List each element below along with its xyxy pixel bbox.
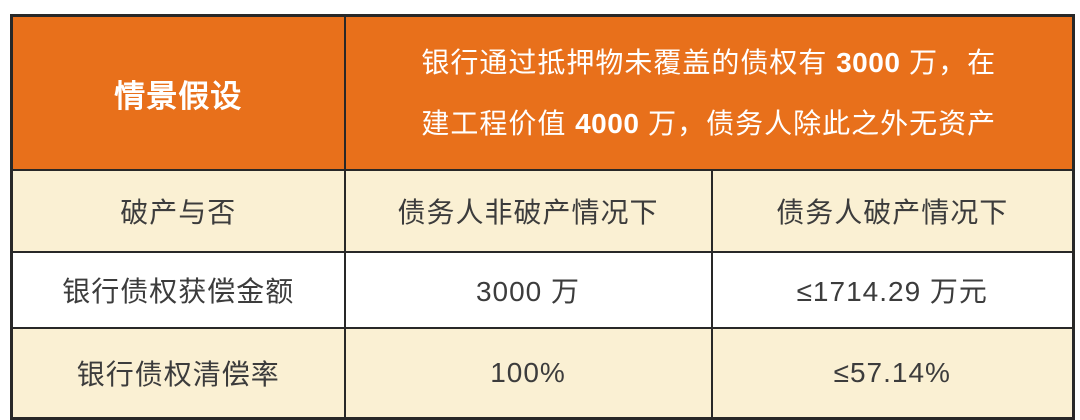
table-row-recovery-amount: 银行债权获偿金额 3000 万 ≤1714.29 万元 [10, 251, 1075, 329]
scenario-description-cell: 银行通过抵押物未覆盖的债权有 3000 万，在 建工程价值 4000 万，债务人… [343, 14, 1075, 171]
cell-non-bankrupt-case: 债务人非破产情况下 [343, 169, 713, 253]
table-row-repayment-rate: 银行债权清偿率 100% ≤57.14% [10, 327, 1075, 420]
scenario-table: 情景假设 银行通过抵押物未覆盖的债权有 3000 万，在 建工程价值 4000 … [10, 14, 1076, 420]
scenario-header-row: 情景假设 银行通过抵押物未覆盖的债权有 3000 万，在 建工程价值 4000 … [10, 14, 1075, 171]
table-row-bankruptcy-or-not: 破产与否 债务人非破产情况下 债务人破产情况下 [10, 169, 1075, 253]
cell-recovery-amount-non-bankrupt: 3000 万 [343, 251, 713, 329]
cell-bankrupt-case: 债务人破产情况下 [710, 169, 1075, 253]
scenario-title-cell: 情景假设 [10, 14, 346, 171]
row-header-recovery-amount: 银行债权获偿金额 [10, 251, 346, 329]
scenario-line1-tail: 万，在 [900, 47, 997, 78]
row-header-repayment-rate: 银行债权清偿率 [10, 327, 346, 420]
cell-repayment-rate-non-bankrupt: 100% [343, 327, 713, 420]
scenario-line1-amount: 3000 [836, 47, 901, 78]
scenario-line2-amount: 4000 [575, 108, 640, 139]
row-header-bankruptcy: 破产与否 [10, 169, 346, 253]
scenario-line1-text: 银行通过抵押物未覆盖的债权有 [421, 47, 837, 78]
cell-recovery-amount-bankrupt: ≤1714.29 万元 [710, 251, 1075, 329]
scenario-line2-tail: 万，债务人除此之外无资产 [639, 108, 997, 139]
cell-repayment-rate-bankrupt: ≤57.14% [710, 327, 1075, 420]
scenario-table-container: 情景假设 银行通过抵押物未覆盖的债权有 3000 万，在 建工程价值 4000 … [10, 14, 1076, 420]
scenario-line2-text: 建工程价值 [421, 108, 576, 139]
